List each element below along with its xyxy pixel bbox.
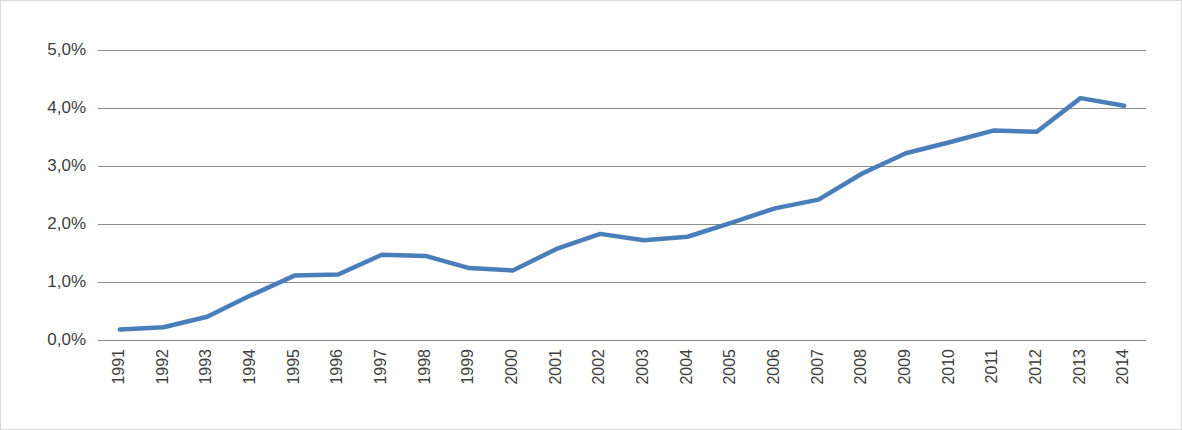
grid-line [98, 224, 1146, 225]
x-tick-label: 2010 [940, 349, 957, 385]
y-tick-label: 5,0% [47, 40, 86, 59]
y-tick-label: 4,0% [47, 98, 86, 117]
x-tick-label: 2004 [678, 349, 695, 385]
x-tick-label: 1992 [154, 349, 171, 385]
y-tick-label: 3,0% [47, 156, 86, 175]
x-tick-label: 1995 [285, 349, 302, 385]
x-tick-label: 2009 [896, 349, 913, 385]
chart: 0,0% 1,0% 2,0% 3,0% 4,0% 5,0% 1991 1992 1993 1994… [0, 0, 1182, 430]
plot-area [120, 98, 1124, 329]
x-tick-label: 1993 [197, 349, 214, 385]
x-tick-label: 1997 [372, 349, 389, 385]
x-tick-label: 2005 [721, 349, 738, 385]
x-tick-label: 1991 [110, 349, 127, 385]
x-tick-label: 1999 [459, 349, 476, 385]
x-tick-label: 2007 [809, 349, 826, 385]
grid-line [98, 166, 1146, 167]
grid-line [98, 108, 1146, 109]
x-tick-label: 2008 [852, 349, 869, 385]
x-tick-label: 2006 [765, 349, 782, 385]
x-tick-label: 1994 [241, 349, 258, 385]
x-tick-label: 2002 [590, 349, 607, 385]
y-tick-label: 1,0% [47, 272, 86, 291]
x-tick-label: 2012 [1027, 349, 1044, 385]
x-tick-label: 2000 [503, 349, 520, 385]
x-tick-label: 2013 [1071, 349, 1088, 385]
x-tick-label: 2014 [1114, 349, 1131, 385]
x-tick-label: 1998 [416, 349, 433, 385]
x-tick-label: 2003 [634, 349, 651, 385]
x-tick-label: 2001 [547, 349, 564, 385]
y-tick-label: 2,0% [47, 214, 86, 233]
grid [98, 51, 1146, 341]
x-tick-label: 2011 [983, 349, 1000, 384]
grid-line [98, 282, 1146, 283]
y-tick-label: 0,0% [47, 330, 86, 349]
grid-line [98, 340, 1146, 341]
chart-frame [1, 1, 1182, 430]
series-line [120, 98, 1124, 329]
x-axis-line [98, 340, 1146, 341]
x-tick-label: 1996 [328, 349, 345, 385]
grid-line [98, 50, 1146, 51]
